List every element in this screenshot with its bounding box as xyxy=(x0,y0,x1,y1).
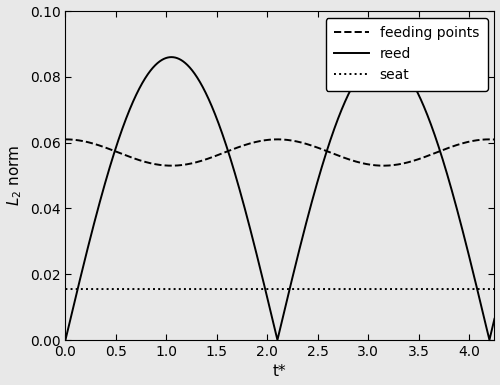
seat xyxy=(62,287,68,291)
feeding points xyxy=(227,148,233,152)
X-axis label: t*: t* xyxy=(273,365,286,380)
feeding points xyxy=(246,142,252,146)
feeding points xyxy=(112,149,117,153)
seat xyxy=(227,287,233,291)
reed xyxy=(62,338,68,342)
seat xyxy=(492,287,498,291)
Line: feeding points: feeding points xyxy=(66,139,494,166)
reed xyxy=(246,221,252,226)
feeding points xyxy=(168,163,174,168)
reed xyxy=(168,55,174,59)
seat xyxy=(246,287,252,291)
seat xyxy=(437,287,443,291)
reed xyxy=(492,316,498,321)
seat xyxy=(483,287,489,291)
seat xyxy=(137,287,143,291)
Y-axis label: $L_2$ norm: $L_2$ norm xyxy=(6,145,25,206)
reed xyxy=(483,324,489,329)
feeding points xyxy=(437,149,443,154)
feeding points xyxy=(492,137,498,142)
reed xyxy=(137,85,143,90)
reed xyxy=(437,149,443,153)
Legend: feeding points, reed, seat: feeding points, reed, seat xyxy=(326,18,488,90)
feeding points xyxy=(137,158,143,162)
reed xyxy=(112,150,117,155)
reed xyxy=(227,155,233,160)
feeding points xyxy=(483,137,489,142)
feeding points xyxy=(62,137,68,142)
Line: reed: reed xyxy=(66,57,494,340)
seat xyxy=(112,287,117,291)
